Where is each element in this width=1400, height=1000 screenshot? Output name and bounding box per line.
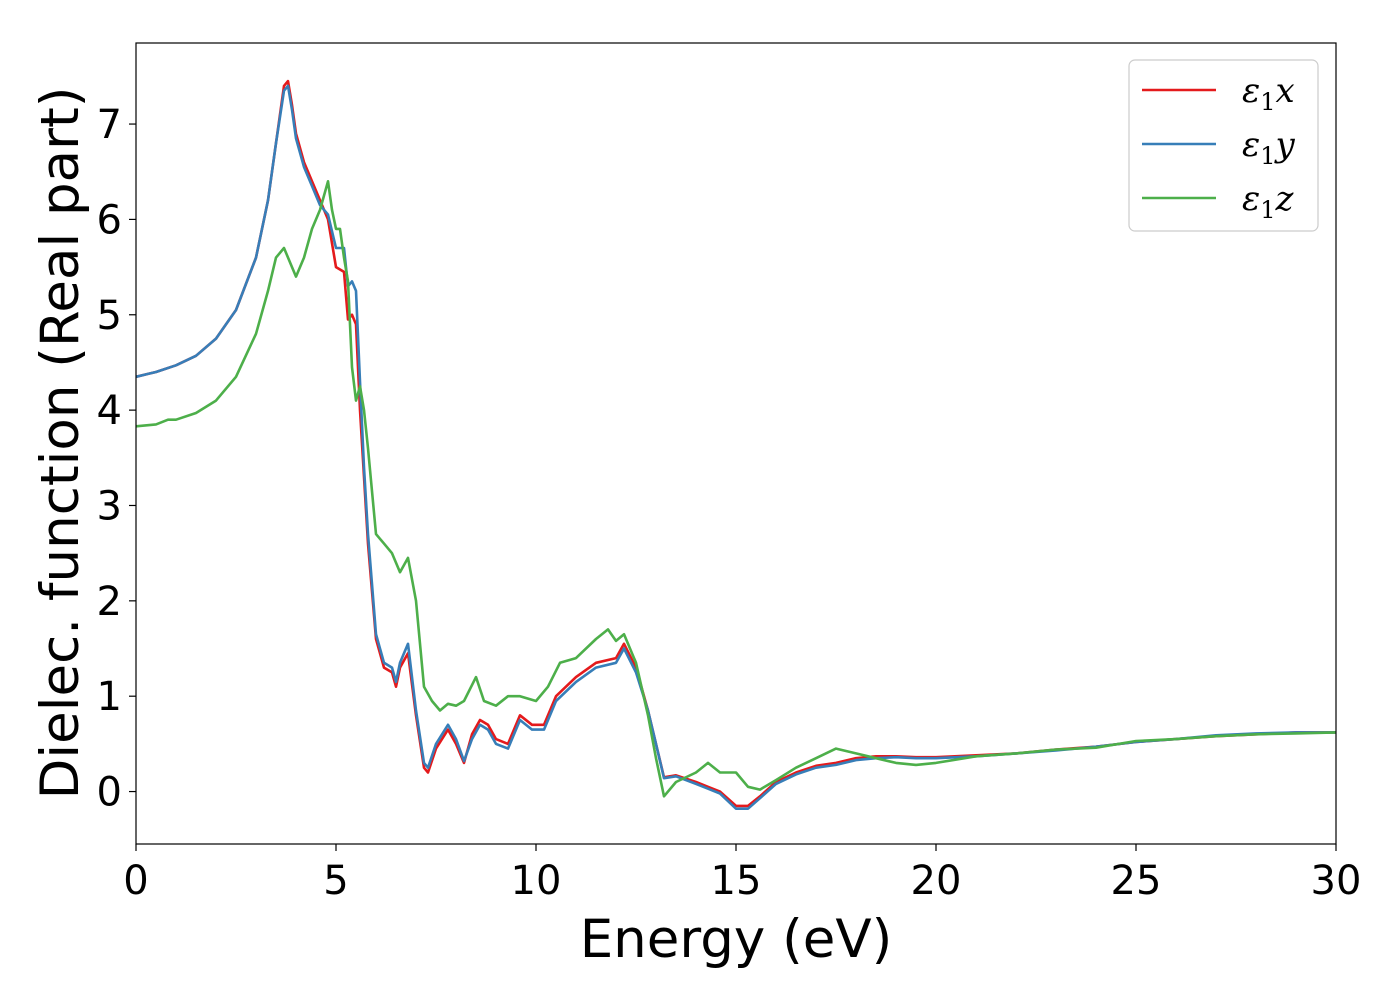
legend: ε1x ε1y ε1z [1128, 59, 1319, 232]
legend-label-y: ε1y [1242, 125, 1296, 170]
y-axis-title: Dielec. function (Real part) [30, 87, 91, 800]
series-layer [135, 79, 1337, 810]
y-tick-label: 7 [97, 102, 122, 148]
y-tick-label: 0 [97, 770, 122, 816]
x-tick-label: 0 [123, 858, 148, 904]
y-tick-label: 2 [97, 579, 122, 625]
series-line-y [135, 84, 1336, 810]
y-axis-ticks: 0 1 2 3 4 5 6 7 [97, 102, 136, 816]
x-tick-label: 25 [1111, 858, 1162, 904]
y-tick-label: 1 [97, 674, 122, 720]
x-tick-label: 10 [511, 858, 562, 904]
x-axis-title: Energy (eV) [580, 909, 893, 970]
y-tick-label: 3 [97, 483, 122, 529]
x-tick-label: 5 [323, 858, 348, 904]
x-tick-label: 15 [711, 858, 762, 904]
y-tick-label: 5 [97, 293, 122, 339]
x-tick-label: 30 [1311, 858, 1362, 904]
x-tick-label: 20 [911, 858, 962, 904]
y-tick-label: 4 [97, 388, 122, 434]
legend-label-x: ε1x [1242, 71, 1295, 116]
series-line-z [135, 180, 1337, 798]
x-axis-ticks: 0 5 10 15 20 25 30 [123, 844, 1361, 904]
y-tick-label: 6 [97, 197, 122, 243]
legend-box [1128, 59, 1319, 232]
legend-label-z: ε1z [1242, 179, 1295, 224]
